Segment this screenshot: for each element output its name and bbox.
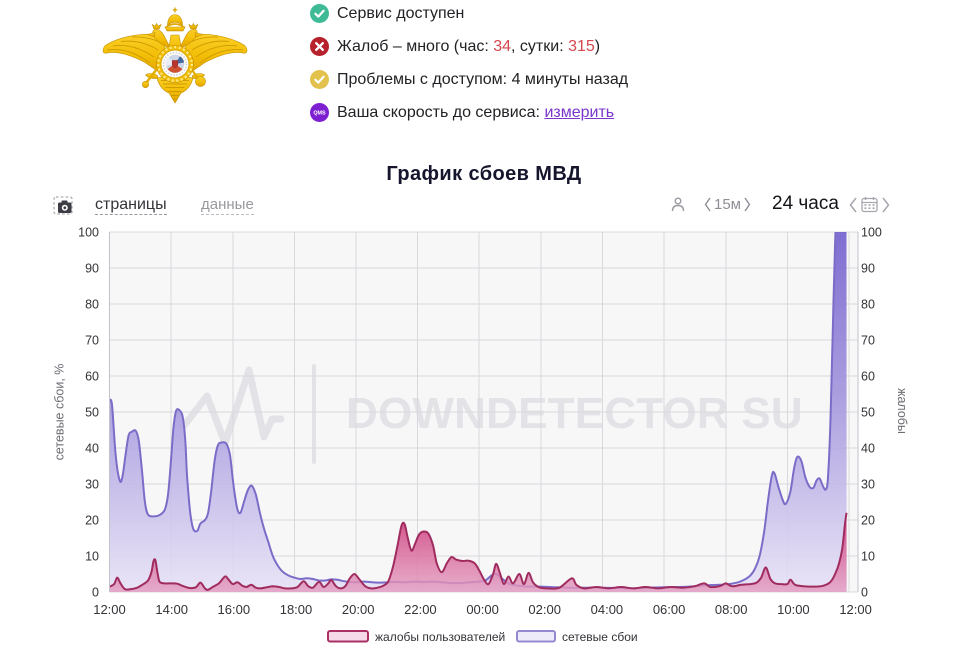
svg-text:22:00: 22:00 xyxy=(404,602,437,617)
svg-text:30: 30 xyxy=(85,478,99,492)
svg-text:50: 50 xyxy=(861,406,875,420)
svg-text:30: 30 xyxy=(861,478,875,492)
svg-text:14:00: 14:00 xyxy=(155,602,188,617)
svg-text:20: 20 xyxy=(861,514,875,528)
svg-text:06:00: 06:00 xyxy=(653,602,686,617)
svg-text:18:00: 18:00 xyxy=(280,602,313,617)
svg-text:12:00: 12:00 xyxy=(93,602,126,617)
svg-text:04:00: 04:00 xyxy=(591,602,624,617)
svg-text:40: 40 xyxy=(861,442,875,456)
svg-text:80: 80 xyxy=(85,298,99,312)
svg-text:жалобы: жалобы xyxy=(895,388,909,434)
svg-text:20:00: 20:00 xyxy=(342,602,375,617)
svg-text:DOWNDETECTOR SU: DOWNDETECTOR SU xyxy=(346,389,803,438)
svg-text:12:00: 12:00 xyxy=(839,602,872,617)
svg-text:00:00: 00:00 xyxy=(466,602,499,617)
svg-text:10: 10 xyxy=(861,550,875,564)
svg-text:60: 60 xyxy=(861,370,875,384)
svg-text:70: 70 xyxy=(85,334,99,348)
svg-text:100: 100 xyxy=(861,226,882,240)
svg-text:40: 40 xyxy=(85,442,99,456)
svg-text:08:00: 08:00 xyxy=(715,602,748,617)
svg-text:50: 50 xyxy=(85,406,99,420)
svg-text:10:00: 10:00 xyxy=(777,602,810,617)
svg-text:жалобы пользователей: жалобы пользователей xyxy=(375,630,505,644)
svg-text:90: 90 xyxy=(861,262,875,276)
svg-text:100: 100 xyxy=(78,226,99,240)
svg-text:80: 80 xyxy=(861,298,875,312)
svg-text:16:00: 16:00 xyxy=(218,602,251,617)
svg-text:сетевые сбои: сетевые сбои xyxy=(562,630,638,644)
svg-text:70: 70 xyxy=(861,334,875,348)
svg-text:10: 10 xyxy=(85,550,99,564)
svg-text:0: 0 xyxy=(92,586,99,600)
svg-text:90: 90 xyxy=(85,262,99,276)
svg-text:0: 0 xyxy=(861,586,868,600)
svg-text:QMS: QMS xyxy=(313,111,326,117)
svg-text:сетевые сбои, %: сетевые сбои, % xyxy=(53,364,67,461)
svg-text:20: 20 xyxy=(85,514,99,528)
svg-text:02:00: 02:00 xyxy=(528,602,561,617)
svg-text:60: 60 xyxy=(85,370,99,384)
